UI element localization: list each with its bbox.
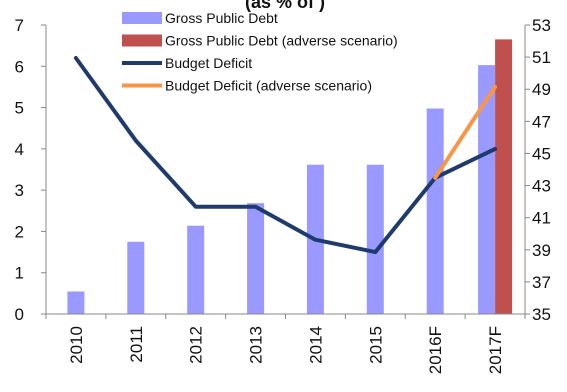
bars-layer: [67, 39, 513, 315]
left-tick-label: 5: [15, 99, 24, 118]
legend-label: Gross Public Debt: [165, 10, 278, 26]
chart-title: (as % of ): [245, 0, 325, 12]
right-tick-label: 49: [532, 80, 551, 99]
x-tick-label: 2014: [306, 326, 325, 364]
bar-gross-public-debt-2017F: [478, 65, 496, 314]
legend-label: Gross Public Debt (adverse scenario): [165, 33, 398, 49]
left-tick-label: 7: [15, 16, 24, 35]
line-budget-deficit-adverse: [433, 84, 498, 180]
bar-gross-public-debt-2015: [366, 164, 384, 314]
legend: Gross Public Debt Gross Public Debt (adve…: [122, 10, 398, 94]
legend-label: Budget Deficit: [165, 55, 252, 71]
right-tick-label: 35: [532, 305, 551, 324]
left-tick-label: 0: [15, 305, 24, 324]
x-tick-label: 2017F: [486, 326, 505, 374]
bar-gross-public-debt-2016F: [426, 108, 444, 314]
bar-gross-public-debt-2011: [127, 241, 145, 315]
bar-gross-public-debt-2010: [67, 291, 85, 314]
legend-label: Budget Deficit (adverse scenario): [165, 78, 372, 94]
x-tick-label: 2016F: [426, 326, 445, 374]
right-tick-label: 37: [532, 273, 551, 292]
right-tick-label: 53: [532, 16, 551, 35]
right-tick-label: 39: [532, 241, 551, 260]
right-tick-label: 41: [532, 209, 551, 228]
x-tick-label: 2010: [67, 326, 86, 364]
right-tick-label: 43: [532, 177, 551, 196]
bar-gross-public-debt-2013: [247, 203, 265, 314]
line-budget-deficit: [73, 56, 498, 255]
bar-gross-public-debt-adverse-2017F: [495, 39, 513, 315]
x-tick-label: 2013: [247, 326, 266, 364]
left-tick-label: 3: [15, 181, 24, 200]
right-tick-label: 45: [532, 144, 551, 163]
bar-gross-public-debt-2012: [187, 225, 205, 314]
legend-swatch: [122, 12, 162, 24]
right-tick-label: 47: [532, 112, 551, 131]
left-tick-label: 6: [15, 57, 24, 76]
left-tick-label: 4: [15, 140, 24, 159]
left-tick-label: 1: [15, 264, 24, 283]
left-tick-label: 2: [15, 222, 24, 241]
x-tick-label: 2015: [366, 326, 385, 364]
right-tick-label: 51: [532, 48, 551, 67]
x-tick-label: 2012: [187, 326, 206, 364]
legend-swatch: [122, 34, 162, 47]
x-tick-label: 2011: [127, 326, 146, 363]
lines-layer: [73, 56, 498, 255]
